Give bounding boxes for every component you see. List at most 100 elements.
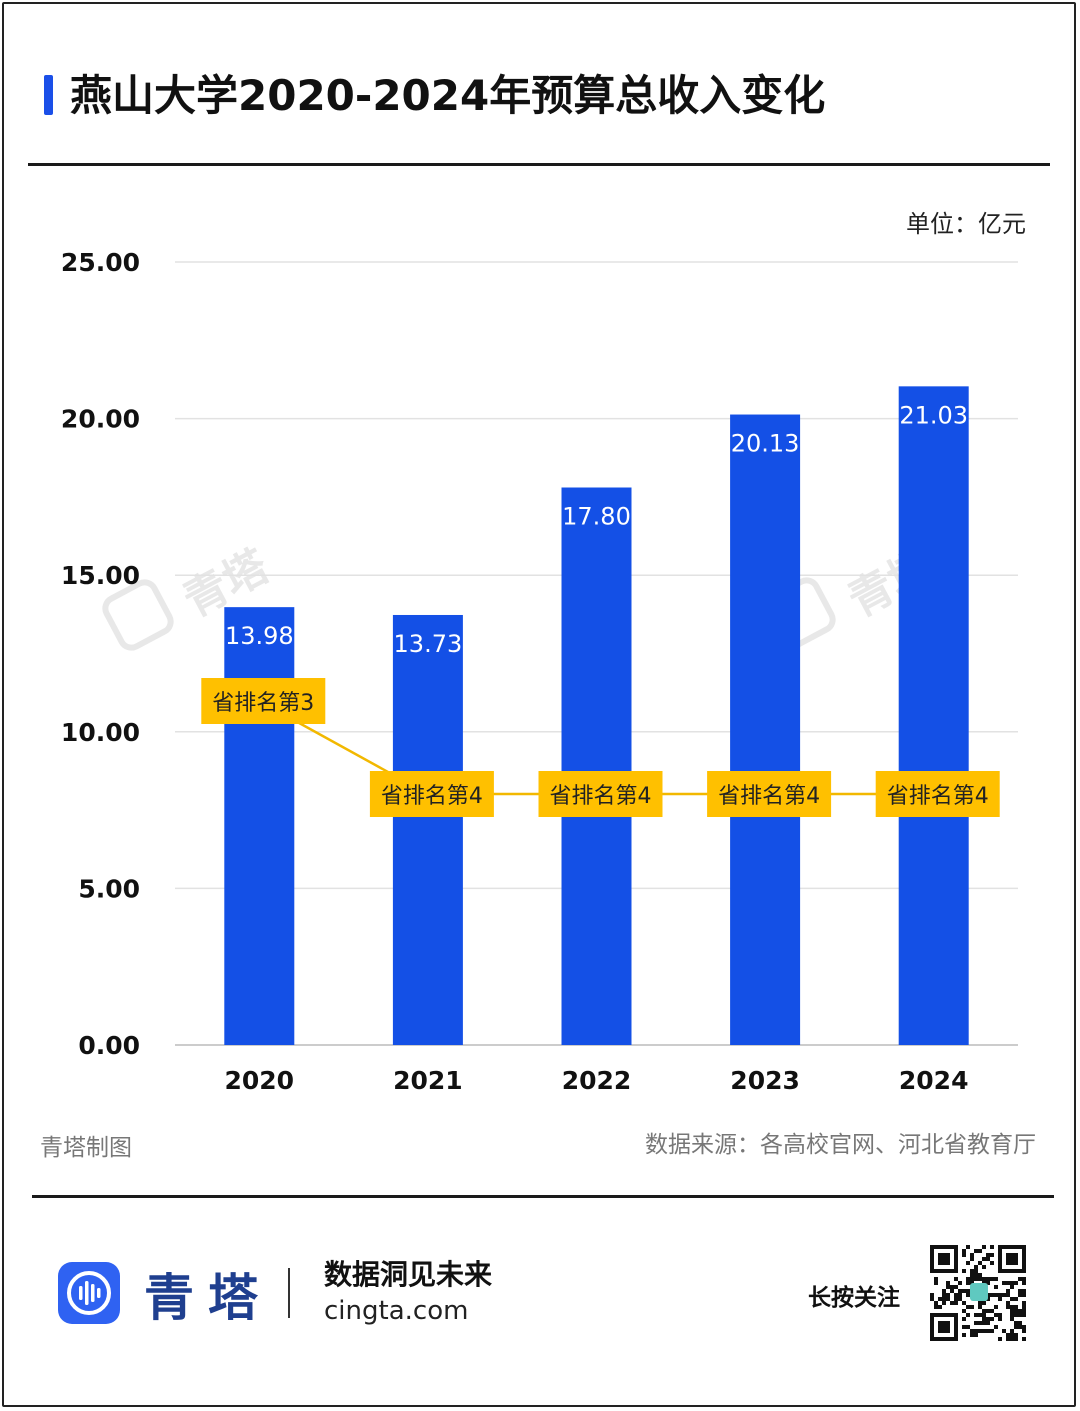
y-tick-label: 25.00: [61, 248, 140, 277]
qr-module: [950, 1301, 954, 1305]
qr-module: [1010, 1281, 1014, 1285]
qr-module: [982, 1329, 986, 1333]
qr-module: [986, 1317, 990, 1321]
qr-module: [1006, 1337, 1010, 1341]
qr-finder: [1006, 1253, 1018, 1265]
website-link[interactable]: cingta.com: [324, 1296, 469, 1326]
qr-module: [1010, 1297, 1014, 1301]
qr-module: [1018, 1293, 1022, 1297]
bar-value-label: 13.98: [225, 622, 294, 650]
qr-finder: [938, 1321, 950, 1333]
qr-module: [998, 1297, 1002, 1301]
qr-module: [1022, 1281, 1026, 1285]
qr-module: [958, 1281, 962, 1285]
bar-value-label: 13.73: [394, 630, 463, 658]
title-accent-bar: [44, 75, 53, 115]
qr-module: [1022, 1325, 1026, 1329]
qr-module: [974, 1321, 978, 1325]
x-tick-label: 2022: [562, 1066, 632, 1095]
chart-credit: 青塔制图: [40, 1135, 132, 1161]
qr-module: [1018, 1325, 1022, 1329]
qr-module: [1002, 1281, 1006, 1285]
brand-logo-icon: [58, 1262, 120, 1324]
qr-module: [966, 1325, 970, 1329]
page-title: 燕山大学2020-2024年预算总收入变化: [70, 71, 826, 120]
qr-module: [982, 1277, 986, 1281]
qr-module: [994, 1285, 998, 1289]
qr-module: [962, 1333, 966, 1337]
qr-module: [1014, 1325, 1018, 1329]
qr-module: [974, 1273, 978, 1277]
qr-module: [986, 1329, 990, 1333]
qr-module: [982, 1257, 986, 1261]
qr-module: [954, 1277, 958, 1281]
qr-module: [998, 1313, 1002, 1317]
rank-label: 省排名第4: [550, 784, 652, 809]
qr-module: [982, 1317, 986, 1321]
qr-module: [974, 1265, 978, 1269]
qr-module: [934, 1301, 938, 1305]
qr-module: [978, 1273, 982, 1277]
qr-finder: [938, 1253, 950, 1265]
qr-module: [982, 1313, 986, 1317]
qr-module: [1010, 1317, 1014, 1321]
follow-prompt: 长按关注: [808, 1285, 900, 1311]
qr-module: [958, 1289, 962, 1293]
qr-module: [978, 1313, 982, 1317]
qr-module: [1022, 1301, 1026, 1305]
qr-module: [990, 1245, 994, 1249]
bar: [392, 614, 463, 1045]
qr-module: [1006, 1333, 1010, 1337]
qr-code-icon[interactable]: [930, 1245, 1028, 1341]
qr-module: [966, 1313, 970, 1317]
qr-module: [966, 1261, 970, 1265]
qr-module: [962, 1269, 966, 1273]
qr-module: [970, 1253, 974, 1257]
qr-module: [966, 1305, 970, 1309]
qr-module: [986, 1309, 990, 1313]
qr-module: [1006, 1305, 1010, 1309]
qr-module: [1018, 1277, 1022, 1281]
bar: [561, 487, 632, 1045]
qr-module: [994, 1293, 998, 1297]
bar: [224, 607, 295, 1045]
qr-module: [982, 1301, 986, 1305]
footer-divider: [32, 1195, 1054, 1198]
qr-module: [982, 1265, 986, 1269]
qr-module: [1006, 1281, 1010, 1285]
qr-module: [982, 1245, 986, 1249]
qr-module: [986, 1281, 990, 1285]
qr-module: [994, 1325, 998, 1329]
x-tick-label: 2020: [225, 1066, 295, 1095]
qr-module: [950, 1289, 954, 1293]
qr-module: [954, 1301, 958, 1305]
qr-module: [930, 1297, 934, 1301]
qr-module: [990, 1261, 994, 1265]
qr-module: [974, 1277, 978, 1281]
qr-module: [974, 1333, 978, 1337]
qr-module: [934, 1281, 938, 1285]
qr-module: [1022, 1309, 1026, 1313]
qr-module: [966, 1245, 970, 1249]
qr-module: [1022, 1329, 1026, 1333]
qr-module: [974, 1313, 978, 1317]
qr-module: [970, 1269, 974, 1273]
qr-module: [970, 1273, 974, 1277]
qr-module: [970, 1281, 974, 1285]
qr-module: [966, 1293, 970, 1297]
qr-module: [942, 1297, 946, 1301]
rank-label: 省排名第4: [718, 784, 820, 809]
qr-module: [974, 1249, 978, 1253]
qr-module: [1018, 1321, 1022, 1325]
bar-value-label: 21.03: [899, 401, 968, 429]
qr-module: [954, 1293, 958, 1297]
qr-module: [1014, 1305, 1018, 1309]
qr-module: [962, 1325, 966, 1329]
qr-module: [966, 1281, 970, 1285]
qr-module: [1022, 1277, 1026, 1281]
qr-module: [990, 1253, 994, 1257]
qr-module: [1014, 1321, 1018, 1325]
qr-module: [974, 1329, 978, 1333]
qr-module: [946, 1281, 950, 1285]
